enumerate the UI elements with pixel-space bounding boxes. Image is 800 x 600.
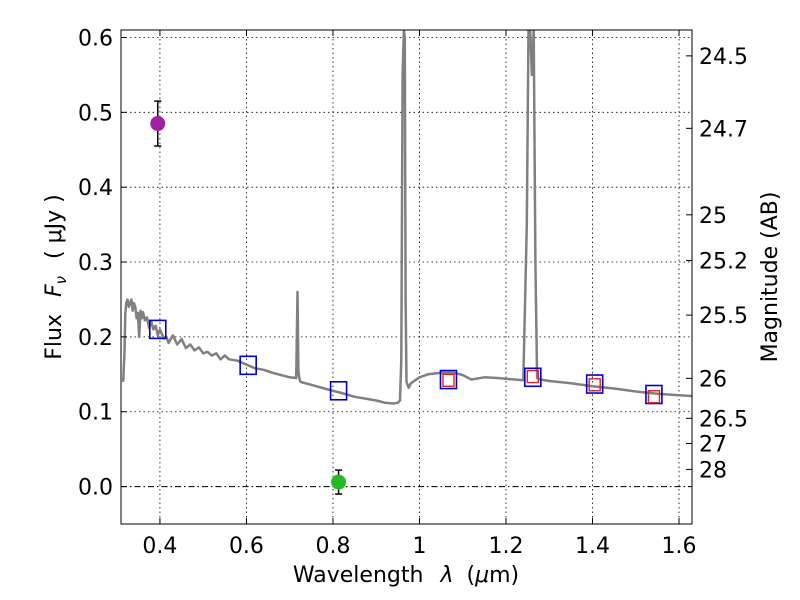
i-band-flux-point [331,474,347,490]
mag-tick-label: 26.5 [699,407,748,432]
y-tick-label: 0.1 [78,401,113,426]
mag-tick-label: 25 [699,204,727,229]
observed-photometry-square [526,369,540,384]
model-photometry-square [439,369,458,390]
x-tick-label: 0.8 [315,534,350,559]
observed-photometry-square [647,390,661,404]
x-tick-label: 1.4 [575,534,610,559]
x-tick-label: 1.2 [488,534,523,559]
y-tick-label: 0.5 [78,101,113,126]
x-tick-label: 0.6 [229,534,264,559]
model-photometry-square [148,319,167,340]
model-spectrum-line [121,30,692,405]
mag-tick-label: 25.2 [699,250,748,275]
observed-photometry-square [588,378,601,392]
x-tick-label: 0.4 [142,534,177,559]
y-tick-label: 0.6 [78,26,113,51]
model-photometry-square [645,384,663,405]
mag-tick-label: 27 [699,433,727,458]
y-tick-label: 0.3 [78,251,113,276]
model-photometry-square [329,380,348,401]
y-tick-label: 0.4 [78,176,113,201]
model-photometry-square [585,374,604,394]
axis-ticks: 0.4 0.6 0.8 1 1.2 1.4 1.6 0.0 0.1 0.2 0.3 0.4 0.5 0.6… [78,26,748,559]
model-photometry-square [524,367,542,388]
u-band-flux-point [150,116,166,132]
x-tick-label: 1 [412,534,426,559]
observed-photometry-square [442,373,455,387]
mag-tick-label: 25.5 [699,304,748,329]
x-tick-label: 1.6 [662,534,697,559]
x-axis-title: Wavelength λ (μm) [293,563,519,588]
y-tick-label: 0.0 [78,476,113,501]
mag-tick-label: 24.7 [699,117,748,142]
mag-tick-label: 24.5 [699,45,748,70]
plot-frame [120,29,693,525]
mag-tick-label: 28 [699,458,727,483]
right-axis-title: Magnitude (AB) [758,192,783,363]
mag-tick-label: 26 [699,367,727,392]
model-photometry-square [239,355,257,376]
data-marks [148,100,663,495]
y-tick-label: 0.2 [78,326,113,351]
y-axis-title: Flux Fν ( μJy ) [42,194,72,359]
